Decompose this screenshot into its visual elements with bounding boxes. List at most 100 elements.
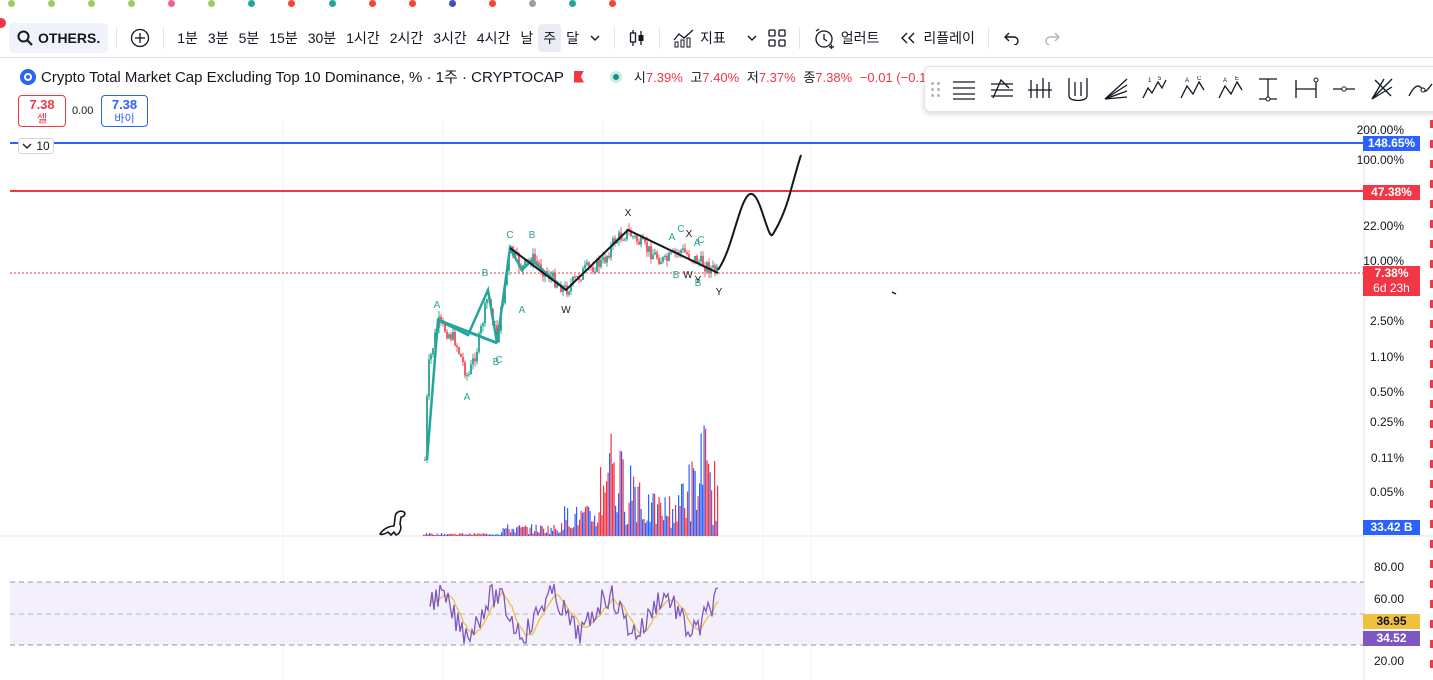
candle-body — [574, 276, 576, 278]
candle-body — [684, 248, 686, 253]
bookmark[interactable] — [40, 0, 59, 7]
volume-bar — [432, 534, 434, 536]
drag-handle[interactable] — [931, 79, 945, 99]
volume-bar — [663, 520, 665, 536]
volume-bar — [454, 533, 456, 536]
indicators-button[interactable]: 지표 — [668, 24, 731, 52]
bookmark[interactable] — [401, 0, 420, 7]
fib-retracement-tool[interactable] — [945, 70, 983, 108]
candle-body — [678, 251, 680, 254]
bookmark[interactable] — [561, 0, 580, 7]
buy-button[interactable]: 7.38 바이 — [101, 95, 148, 127]
interval-15m[interactable]: 15분 — [269, 29, 298, 46]
price-axis-label: 0.11% — [1370, 451, 1404, 465]
fib-extension-tool[interactable] — [983, 70, 1021, 108]
volume-bar — [555, 528, 557, 536]
projection-path[interactable] — [717, 154, 802, 271]
bookmark[interactable] — [441, 0, 460, 7]
bookmark[interactable] — [481, 0, 500, 7]
wave-line-teal[interactable] — [425, 244, 567, 461]
volume-bar — [583, 511, 585, 536]
replay-button[interactable]: 리플레이 — [894, 24, 980, 52]
volume-bar — [501, 532, 503, 536]
candle-body — [584, 264, 586, 269]
chart-type-button[interactable] — [623, 24, 651, 52]
interval-3m[interactable]: 3분 — [207, 29, 229, 46]
volume-bar — [445, 534, 447, 536]
interval-1m[interactable]: 1분 — [177, 29, 198, 46]
interval-5m[interactable]: 5분 — [238, 29, 260, 46]
wave-line-teal-ac[interactable] — [437, 318, 498, 345]
interval-day[interactable]: 날 — [520, 29, 534, 46]
bookmark[interactable] — [361, 0, 380, 7]
interval-30m[interactable]: 30분 — [307, 29, 337, 46]
volume-bar — [693, 468, 695, 536]
symbol-legend[interactable]: Crypto Total Market Cap Excluding Top 10… — [20, 66, 930, 87]
bookmark[interactable] — [120, 0, 139, 7]
bookmark[interactable] — [521, 0, 540, 7]
bookmark[interactable] — [321, 0, 340, 7]
candle-body — [478, 333, 480, 352]
interval-4h[interactable]: 4시간 — [476, 29, 511, 46]
interval-3h[interactable]: 3시간 — [433, 29, 467, 46]
bookmark[interactable] — [80, 0, 99, 7]
volume-bar — [684, 507, 686, 536]
alert-button[interactable]: 얼러트 — [808, 24, 885, 52]
sell-button[interactable]: 7.38 셀 — [18, 95, 66, 127]
volume-bar — [664, 497, 666, 536]
volume-bar — [669, 496, 671, 536]
path-tool[interactable] — [1401, 70, 1433, 108]
bookmark[interactable] — [280, 0, 299, 7]
interval-2h[interactable]: 2시간 — [389, 29, 424, 46]
bookmark[interactable] — [601, 0, 620, 7]
bookmark[interactable] — [0, 0, 19, 7]
bookmark[interactable] — [200, 0, 219, 7]
flag-icon[interactable] — [573, 70, 584, 83]
candle-body — [610, 245, 612, 258]
bookmark[interactable] — [240, 0, 259, 7]
volume-bar — [522, 526, 524, 536]
indicators-dropdown-button[interactable] — [741, 24, 763, 52]
interval-week[interactable]: 주 — [538, 23, 562, 52]
horizontal-ray-tool[interactable] — [1325, 70, 1363, 108]
bookmark[interactable] — [160, 0, 179, 7]
volume-bar — [604, 492, 606, 536]
candle-body — [428, 359, 430, 397]
candle-body — [602, 257, 604, 260]
candle-body — [712, 265, 714, 268]
wave-labels: A B A B C B C A W X Y A C B B W Y X A C — [434, 208, 723, 403]
long-short-position-tool[interactable] — [1021, 70, 1059, 108]
compare-symbol-button[interactable] — [125, 24, 155, 52]
interval-1h[interactable]: 1시간 — [346, 29, 380, 46]
symbol-search-button[interactable]: OTHERS. — [9, 22, 109, 53]
layouts-button[interactable] — [763, 24, 791, 52]
candle-body — [474, 358, 476, 362]
volume-bar — [637, 486, 639, 536]
indicators-collapse-button[interactable]: 10 — [18, 138, 54, 154]
interval-dropdown-button[interactable] — [584, 24, 606, 52]
rewind-icon — [901, 32, 915, 43]
interval-month[interactable]: 달 — [566, 29, 580, 46]
volume-bar — [460, 533, 462, 536]
speed-fan-tool[interactable] — [1363, 70, 1401, 108]
date-range-tool[interactable] — [1287, 70, 1325, 108]
volume-bar — [493, 534, 495, 536]
wave-line-wxy[interactable] — [509, 228, 719, 292]
volume-bar — [552, 530, 554, 536]
candle-body — [660, 261, 662, 265]
price-axis-label: 22.00% — [1363, 219, 1404, 233]
gann-fan-tool[interactable] — [1097, 70, 1135, 108]
volume-bar — [442, 534, 444, 536]
wave-label: A — [694, 238, 701, 249]
redo-button[interactable] — [1039, 24, 1067, 52]
candle-body — [634, 235, 636, 237]
elliott-correction-tool[interactable] — [1059, 70, 1097, 108]
price-range-tool[interactable] — [1249, 70, 1287, 108]
candles-icon — [629, 29, 644, 46]
undo-button[interactable] — [997, 24, 1025, 52]
